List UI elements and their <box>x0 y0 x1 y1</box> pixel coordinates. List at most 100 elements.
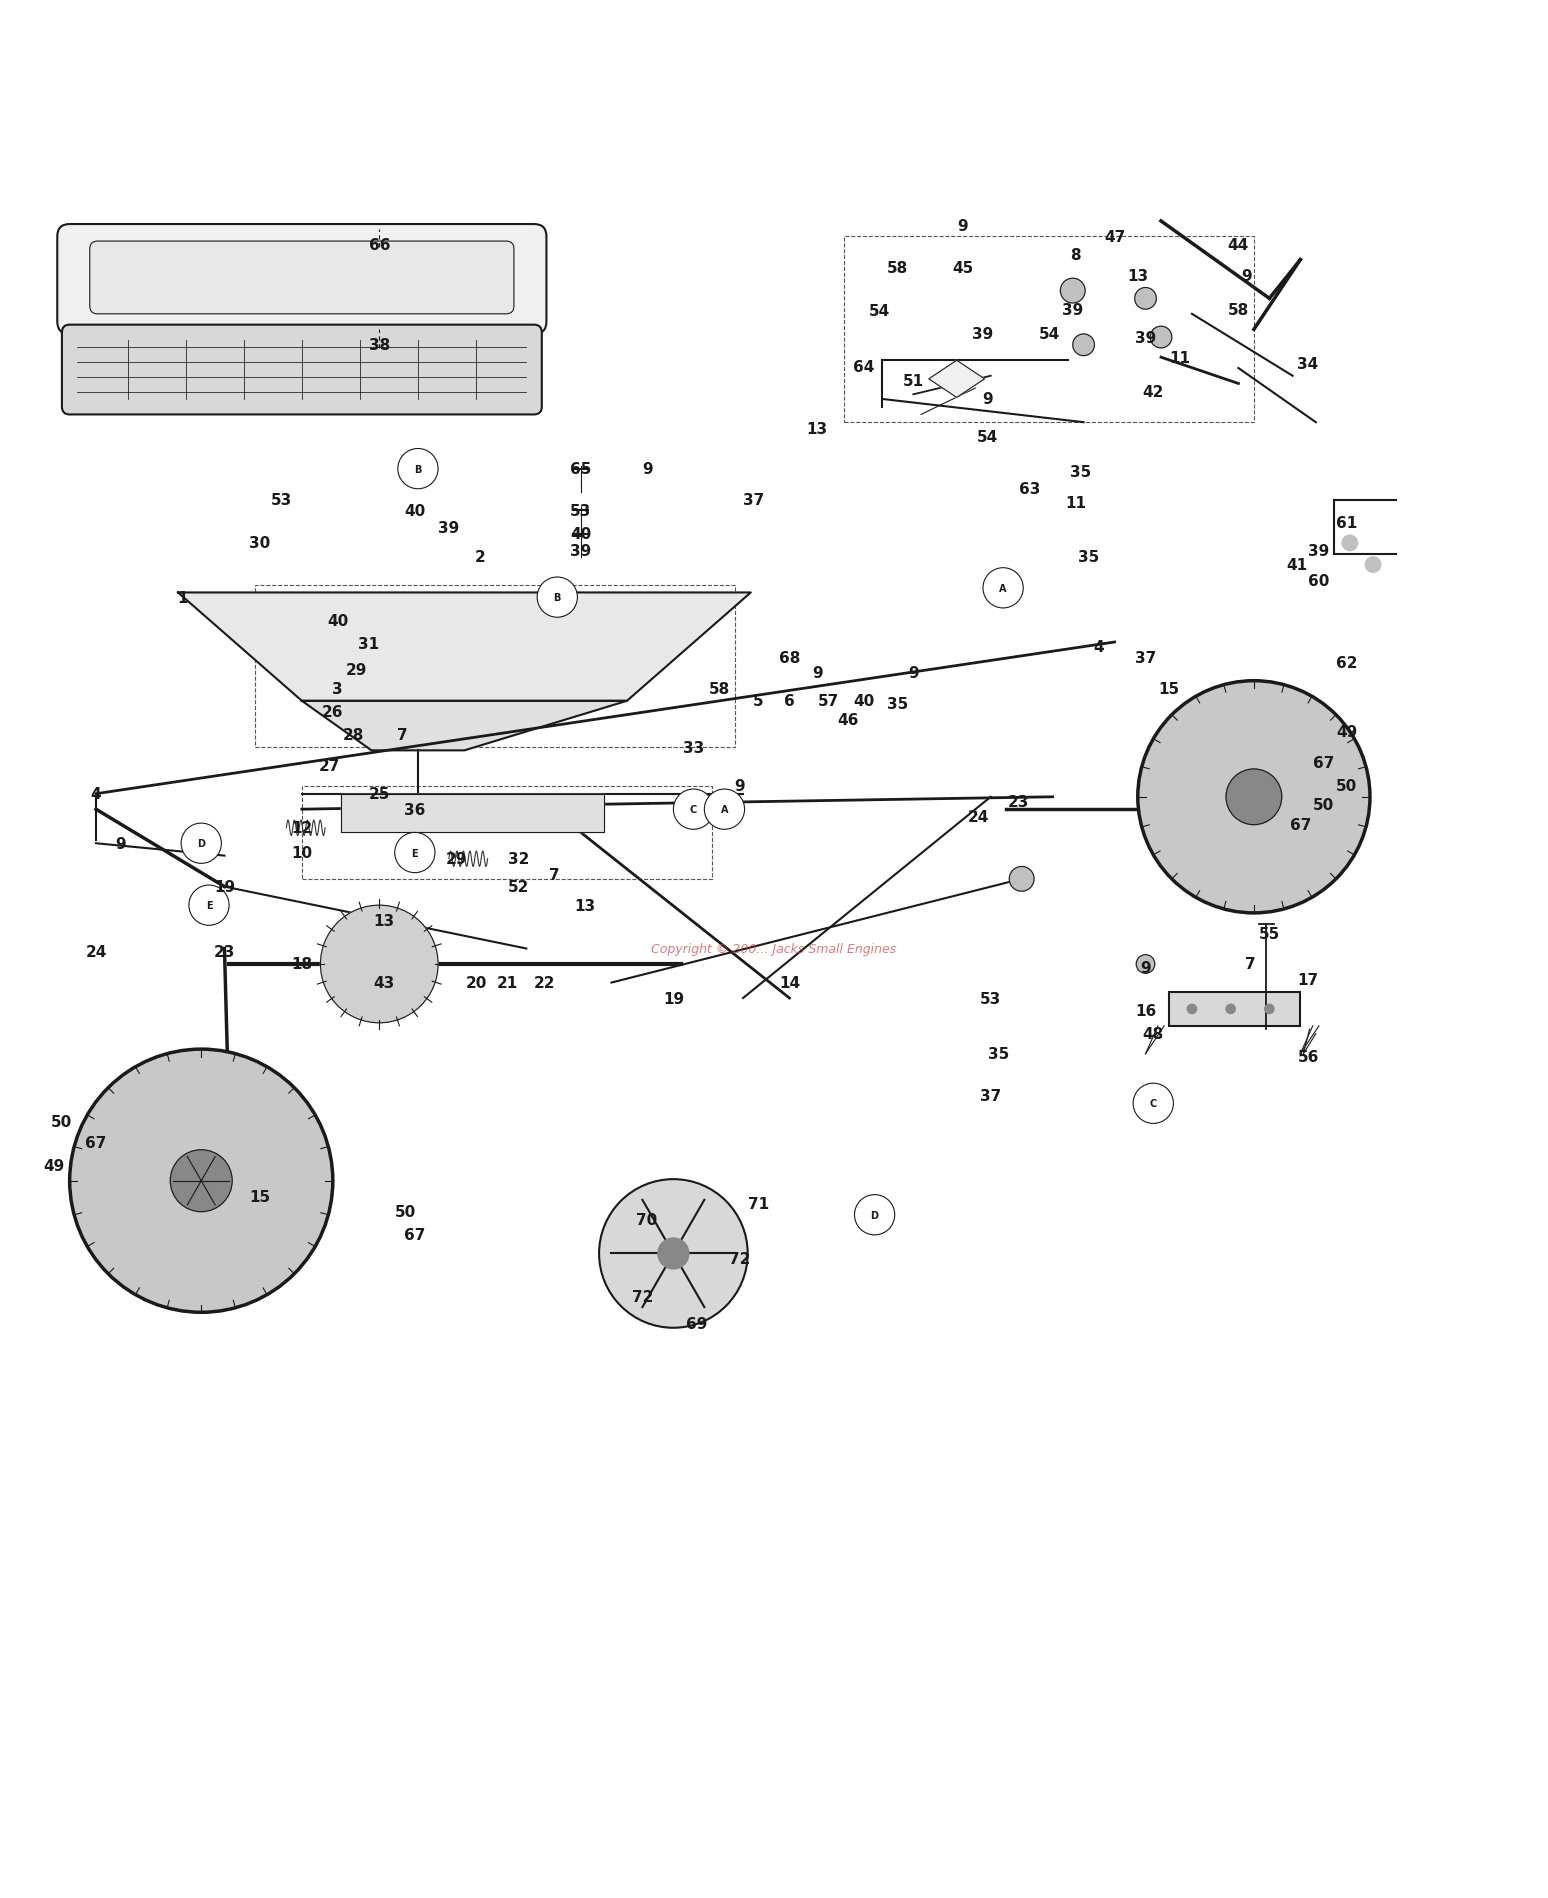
Text: 55: 55 <box>1259 926 1280 941</box>
Circle shape <box>1226 769 1282 826</box>
Circle shape <box>1342 535 1358 552</box>
Text: D: D <box>870 1211 879 1220</box>
Text: 35: 35 <box>887 697 909 712</box>
Text: 29: 29 <box>345 662 367 678</box>
Text: 25: 25 <box>368 788 390 801</box>
Text: 54: 54 <box>868 304 890 319</box>
Circle shape <box>1187 1004 1197 1014</box>
Text: 13: 13 <box>574 898 596 913</box>
Circle shape <box>673 790 714 829</box>
Text: 37: 37 <box>980 1088 1002 1103</box>
Circle shape <box>704 790 745 829</box>
Text: 9: 9 <box>813 666 822 681</box>
Text: 54: 54 <box>1039 326 1060 342</box>
Text: 69: 69 <box>686 1315 707 1330</box>
Text: 39: 39 <box>1062 302 1084 317</box>
Text: 11: 11 <box>1065 495 1087 511</box>
Text: 9: 9 <box>642 461 652 476</box>
Circle shape <box>181 824 221 864</box>
Text: 22: 22 <box>534 976 556 991</box>
Text: 5: 5 <box>754 695 763 710</box>
Text: 38: 38 <box>368 338 390 353</box>
Text: D: D <box>197 839 206 848</box>
Text: 9: 9 <box>909 666 918 681</box>
Text: 71: 71 <box>748 1198 769 1211</box>
Circle shape <box>395 833 435 873</box>
Text: 40: 40 <box>327 613 348 628</box>
Text: 9: 9 <box>1241 268 1251 283</box>
Text: 13: 13 <box>1127 268 1149 283</box>
Text: 28: 28 <box>342 729 364 742</box>
Bar <box>302 786 712 879</box>
FancyBboxPatch shape <box>90 241 514 315</box>
Bar <box>1169 993 1300 1027</box>
Bar <box>255 585 735 748</box>
Text: 53: 53 <box>271 493 293 509</box>
Text: 34: 34 <box>1297 357 1319 372</box>
Text: 1: 1 <box>178 590 187 605</box>
Text: 39: 39 <box>438 520 460 535</box>
Circle shape <box>1133 1084 1173 1124</box>
Text: 11: 11 <box>1169 351 1190 366</box>
Text: 37: 37 <box>1135 651 1156 666</box>
Text: 60: 60 <box>1308 573 1330 588</box>
Text: 50: 50 <box>1336 778 1358 793</box>
FancyBboxPatch shape <box>57 226 546 334</box>
Text: 16: 16 <box>1135 1004 1156 1019</box>
Text: 53: 53 <box>570 503 591 518</box>
Text: 70: 70 <box>636 1213 658 1228</box>
Text: 32: 32 <box>508 852 529 867</box>
Text: 41: 41 <box>1286 558 1308 573</box>
Circle shape <box>1060 279 1085 304</box>
Text: 24: 24 <box>85 945 107 960</box>
Text: 36: 36 <box>404 803 426 818</box>
Circle shape <box>189 886 229 926</box>
Text: 39: 39 <box>972 326 994 342</box>
Text: 51: 51 <box>902 374 924 389</box>
Text: 39: 39 <box>570 545 591 558</box>
Text: 9: 9 <box>983 393 992 408</box>
Circle shape <box>1265 1004 1274 1014</box>
Text: 6: 6 <box>785 695 794 710</box>
Text: 43: 43 <box>373 976 395 991</box>
Text: 7: 7 <box>398 729 407 742</box>
Text: 10: 10 <box>291 847 313 860</box>
Text: 33: 33 <box>683 740 704 755</box>
Text: 67: 67 <box>1313 755 1334 771</box>
Text: 9: 9 <box>1141 960 1150 976</box>
Text: 21: 21 <box>497 976 519 991</box>
Text: 14: 14 <box>779 976 800 991</box>
Text: 49: 49 <box>43 1158 65 1173</box>
Text: 13: 13 <box>373 913 395 928</box>
Text: 18: 18 <box>291 957 313 972</box>
Circle shape <box>398 450 438 490</box>
Text: 35: 35 <box>1070 465 1091 480</box>
Text: 56: 56 <box>1297 1050 1319 1065</box>
Text: 19: 19 <box>663 991 684 1006</box>
Text: 40: 40 <box>404 503 426 518</box>
Text: 7: 7 <box>1246 957 1255 972</box>
Text: 50: 50 <box>51 1114 73 1129</box>
Text: E: E <box>412 848 418 858</box>
Circle shape <box>170 1150 232 1213</box>
Text: 67: 67 <box>1289 818 1311 833</box>
Text: 64: 64 <box>853 361 875 374</box>
Text: 29: 29 <box>446 852 467 867</box>
Text: 15: 15 <box>1158 681 1180 697</box>
Text: 61: 61 <box>1336 516 1358 531</box>
Text: 58: 58 <box>709 681 731 697</box>
Polygon shape <box>178 594 751 702</box>
Circle shape <box>983 568 1023 609</box>
Text: 39: 39 <box>1308 545 1330 558</box>
Text: Copyright © 200... Jacks Small Engines: Copyright © 200... Jacks Small Engines <box>652 943 896 955</box>
Text: 52: 52 <box>508 879 529 894</box>
Text: 72: 72 <box>729 1251 751 1266</box>
Text: 40: 40 <box>853 695 875 710</box>
Text: B: B <box>415 465 421 474</box>
Text: C: C <box>1150 1099 1156 1108</box>
Text: 63: 63 <box>1019 482 1040 497</box>
Text: 8: 8 <box>1071 249 1081 264</box>
Text: C: C <box>690 805 697 814</box>
Text: 7: 7 <box>550 867 559 883</box>
Text: 23: 23 <box>1008 795 1029 810</box>
